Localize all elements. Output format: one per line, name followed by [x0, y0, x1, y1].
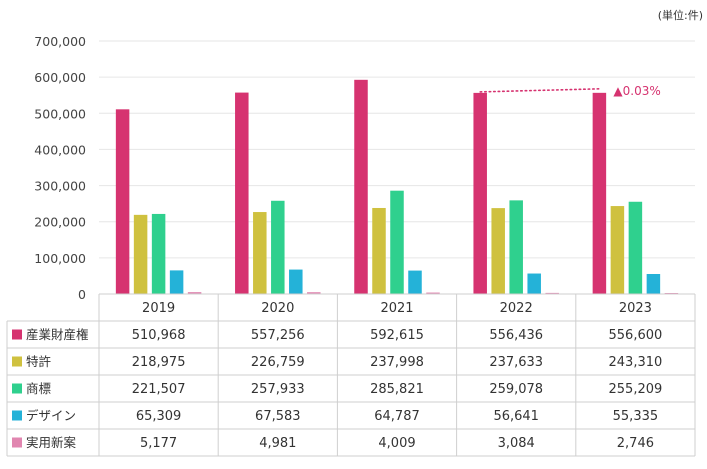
data-cell: 221,507 — [132, 382, 186, 397]
data-cell: 226,759 — [251, 355, 305, 370]
x-category-label: 2021 — [380, 301, 413, 316]
bars — [115, 79, 679, 295]
bar-4-2019 — [169, 270, 184, 294]
legend-label: 実用新案 — [26, 435, 77, 450]
y-axis-ticks: 0 100,000 200,000 300,000 400,000 500,000 600,… — [34, 34, 86, 302]
y-tick-label: 300,000 — [34, 179, 86, 194]
legend-label: デザイン — [26, 408, 76, 423]
bar-1-2020 — [235, 92, 249, 294]
bar-5-2021 — [426, 292, 440, 294]
data-cell: 257,933 — [251, 382, 305, 397]
data-cell: 510,968 — [132, 328, 186, 343]
data-cell: 4,981 — [259, 436, 296, 451]
x-category-label: 2023 — [619, 301, 652, 316]
y-tick-label: 400,000 — [34, 142, 86, 157]
data-cell: 3,084 — [498, 436, 535, 451]
data-cell: 64,787 — [374, 409, 420, 424]
legend-swatch — [12, 410, 22, 421]
data-cell: 218,975 — [132, 355, 186, 370]
bar-1-2021 — [354, 79, 368, 294]
data-cell: 285,821 — [370, 382, 424, 397]
bar-1-2019 — [115, 109, 130, 294]
bar-2-2021 — [372, 207, 386, 294]
bar-4-2022 — [527, 273, 541, 294]
bar-5-2020 — [307, 292, 321, 294]
bar-3-2020 — [271, 200, 285, 294]
bar-5-2022 — [545, 292, 559, 294]
data-cell: 55,335 — [613, 409, 659, 424]
unit-note: (単位:件) — [658, 8, 703, 22]
legend-swatch — [12, 437, 22, 448]
bar-2-2022 — [491, 208, 505, 294]
y-tick-label: 0 — [78, 287, 86, 302]
data-cell: 592,615 — [370, 328, 424, 343]
bar-2-2023 — [610, 206, 625, 294]
data-cell: 237,998 — [370, 355, 424, 370]
bar-2-2019 — [133, 214, 148, 294]
data-cell: 237,633 — [489, 355, 543, 370]
y-tick-label: 600,000 — [34, 70, 86, 85]
data-cell: 56,641 — [493, 409, 539, 424]
y-tick-label: 100,000 — [34, 251, 86, 266]
data-cell: 556,600 — [609, 328, 663, 343]
data-cell: 243,310 — [609, 355, 663, 370]
growth-dotted-line — [479, 88, 601, 93]
data-cell: 4,009 — [378, 436, 415, 451]
annotations: ▲0.03% — [479, 84, 661, 98]
data-cell: 556,436 — [489, 328, 543, 343]
legend-label: 産業財産権 — [26, 327, 89, 342]
data-cell: 67,583 — [255, 409, 301, 424]
legend-swatch — [12, 329, 22, 340]
bar-1-2023 — [592, 92, 607, 294]
bar-3-2022 — [509, 200, 523, 294]
growth-label: ▲0.03% — [613, 84, 660, 98]
legend-label: 商標 — [26, 381, 52, 396]
data-cell: 557,256 — [251, 328, 305, 343]
legend-swatch — [12, 383, 22, 394]
data-cell: 259,078 — [489, 382, 543, 397]
bar-5-2019 — [187, 292, 202, 294]
bar-4-2023 — [646, 274, 661, 294]
bar-3-2023 — [628, 201, 643, 294]
data-cell: 65,309 — [136, 409, 182, 424]
x-category-label: 2020 — [261, 301, 294, 316]
x-category-label: 2022 — [500, 301, 533, 316]
bar-2-2020 — [253, 212, 267, 294]
bar-4-2020 — [289, 269, 303, 294]
legend-label: 特許 — [26, 354, 52, 369]
bar-3-2019 — [151, 213, 166, 294]
legend-swatch — [12, 356, 22, 367]
y-tick-label: 700,000 — [34, 34, 86, 49]
gridlines — [99, 40, 695, 259]
bar-4-2021 — [408, 270, 422, 294]
y-tick-label: 200,000 — [34, 215, 86, 230]
data-cell: 255,209 — [609, 382, 663, 397]
data-cell: 5,177 — [140, 436, 177, 451]
x-category-label: 2019 — [142, 301, 175, 316]
bar-1-2022 — [473, 92, 487, 295]
data-table: 2019 2020 2021 2022 2023 産業財産権 510,968 557,256 5… — [6, 293, 696, 457]
bar-3-2021 — [390, 190, 404, 294]
data-cell: 2,746 — [617, 436, 654, 451]
y-tick-label: 500,000 — [34, 106, 86, 121]
